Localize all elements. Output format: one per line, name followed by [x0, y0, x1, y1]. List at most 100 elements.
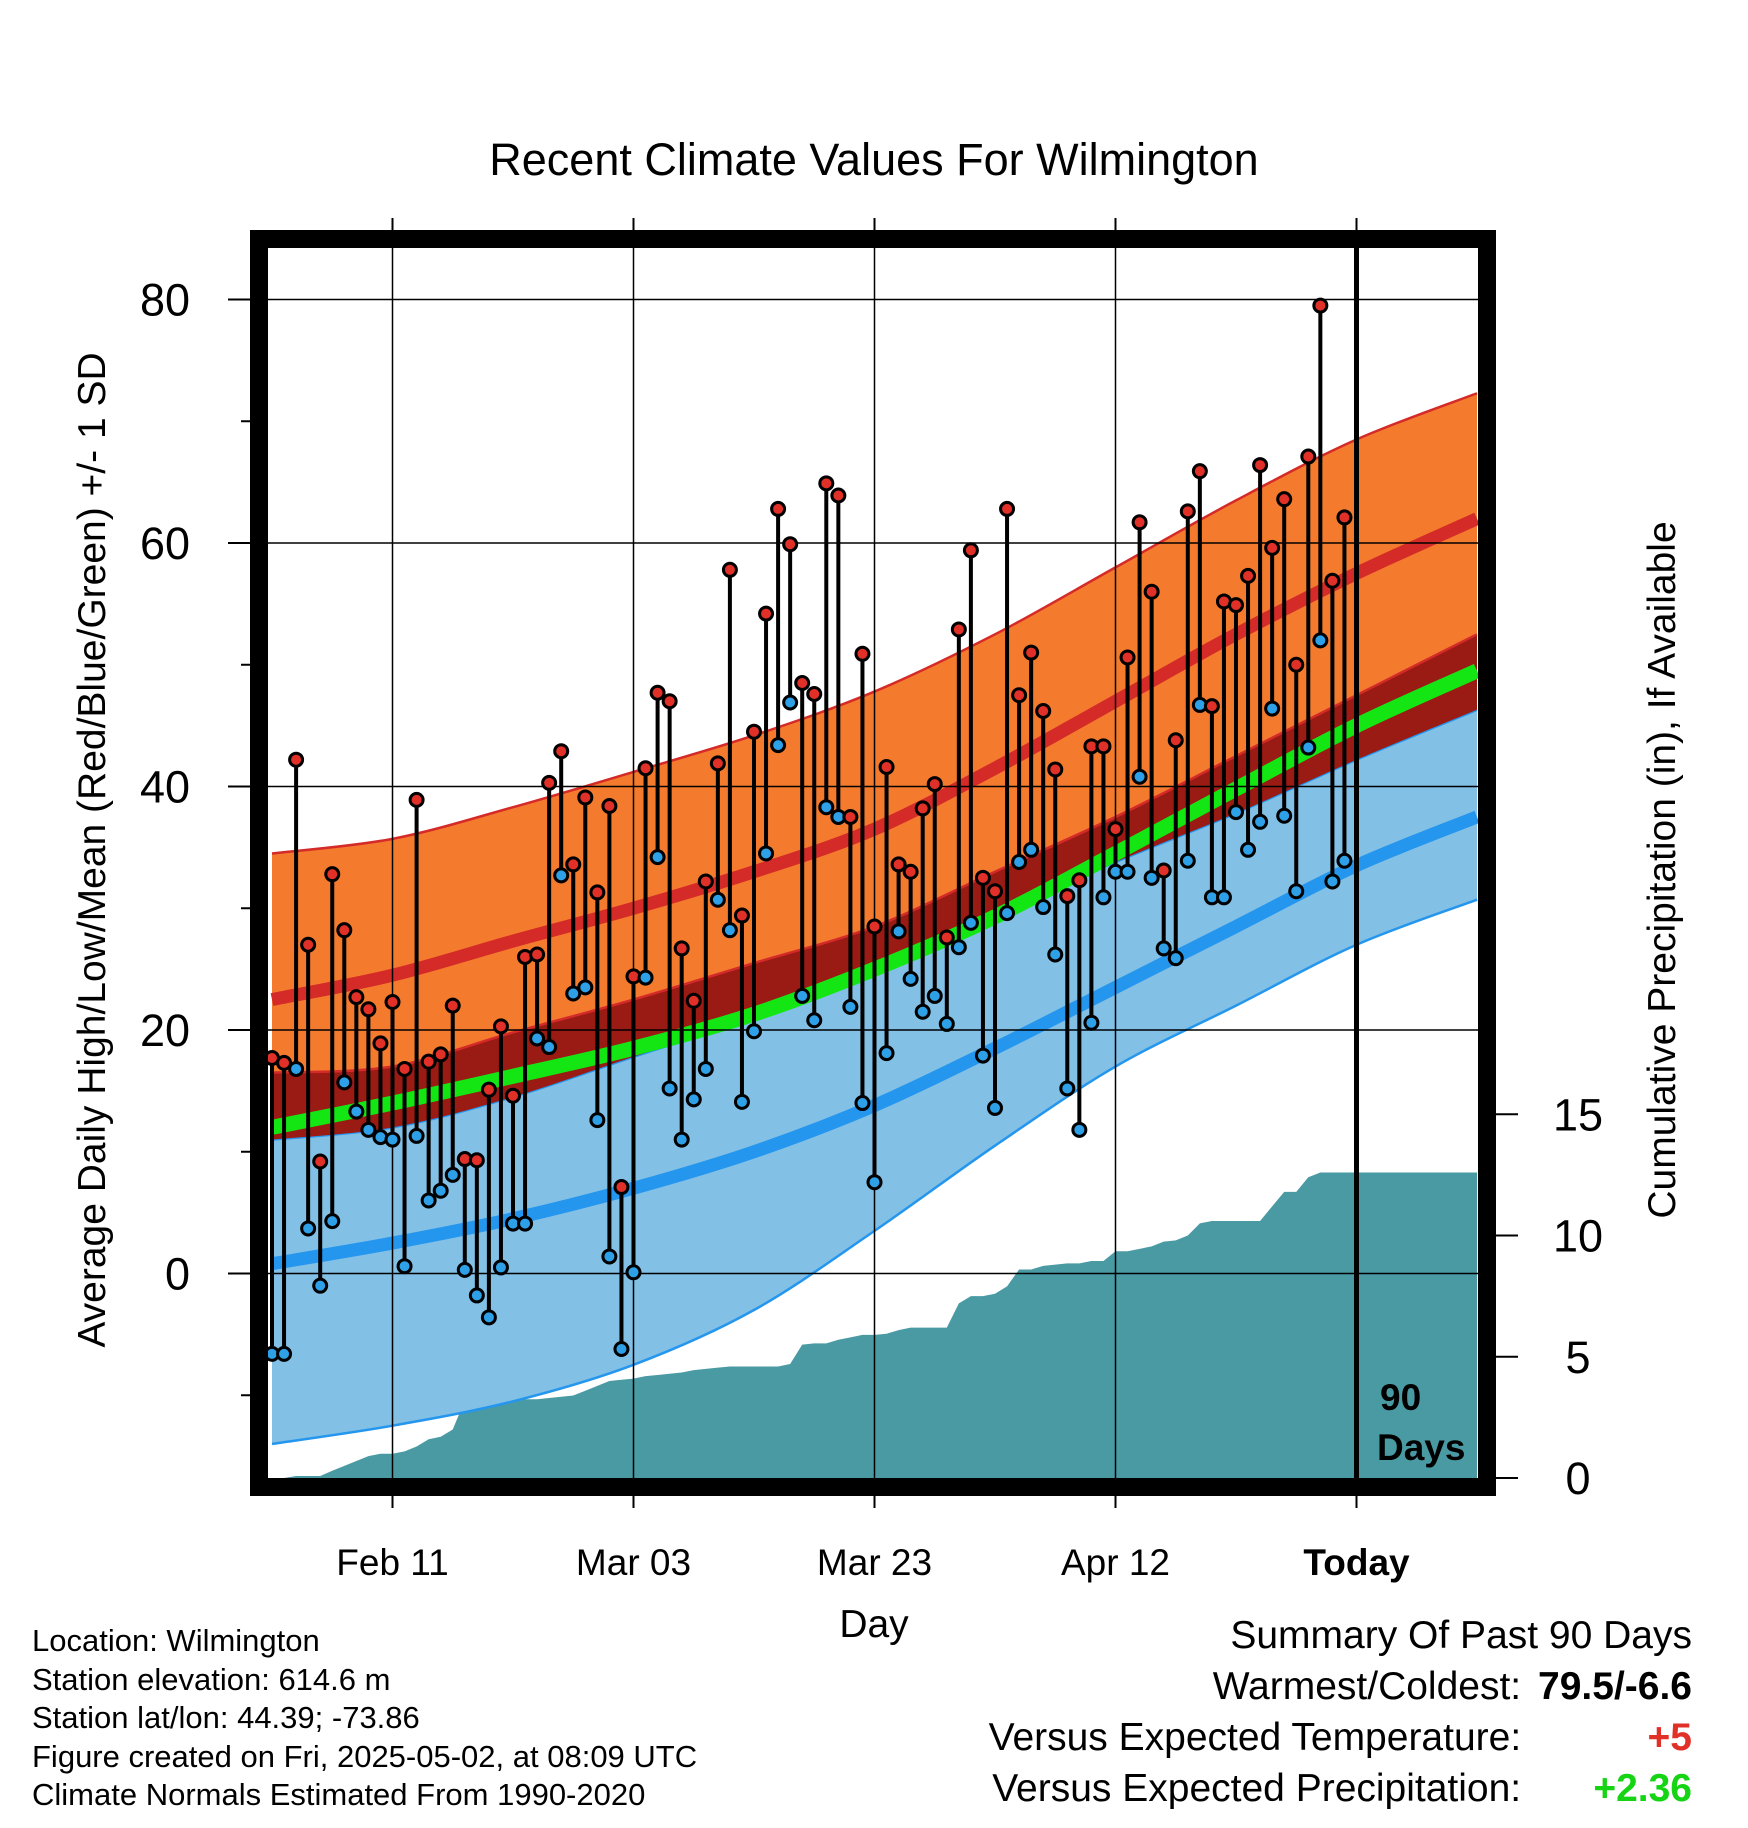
precip-area	[272, 1172, 1477, 1478]
y-tick-label-20: 20	[140, 1005, 190, 1056]
daily-low-point-17	[456, 1261, 473, 1278]
daily-high-point-4	[300, 936, 317, 953]
daily-high-point-85	[1276, 491, 1293, 508]
y-tick-label-80: 80	[140, 275, 190, 326]
daily-high-point-36	[685, 992, 702, 1009]
daily-high-point-56	[926, 776, 943, 793]
daily-low-point-53	[890, 923, 907, 940]
daily-high-point-12	[396, 1060, 413, 1077]
daily-high-point-3	[288, 751, 305, 768]
daily-high-point-19	[480, 1081, 497, 1098]
daily-high-point-77	[1179, 503, 1196, 520]
daily-high-point-74	[1143, 583, 1160, 600]
daily-low-point-87	[1300, 739, 1317, 756]
daily-low-point-43	[770, 737, 787, 754]
daily-low-point-38	[709, 891, 726, 908]
daily-low-point-8	[348, 1103, 365, 1120]
daily-high-point-30	[613, 1179, 630, 1196]
summary-precip-row: Versus Expected Precipitation: +2.36	[989, 1763, 1692, 1814]
daily-low-point-49	[842, 998, 859, 1015]
daily-low-point-67	[1059, 1080, 1076, 1097]
daily-low-point-23	[529, 1030, 546, 1047]
daily-low-point-4	[300, 1220, 317, 1237]
daily-high-point-90	[1336, 509, 1353, 526]
daily-high-point-13	[408, 791, 425, 808]
daily-high-point-63	[1011, 687, 1028, 704]
daily-low-point-58	[950, 939, 967, 956]
daily-high-point-71	[1107, 821, 1124, 838]
daily-low-point-83	[1252, 813, 1269, 830]
daily-high-point-73	[1131, 514, 1148, 531]
y-axis-label: Average Daily High/Low/Mean (Red/Blue/Gr…	[71, 352, 114, 1347]
daily-high-point-42	[758, 605, 775, 622]
daily-high-point-89	[1324, 572, 1341, 589]
daily-high-point-32	[637, 760, 654, 777]
station-info: Location: Wilmington Station elevation: …	[32, 1622, 697, 1815]
daily-high-point-7	[336, 922, 353, 939]
daily-low-point-30	[613, 1340, 630, 1357]
x-tick-label-51: Mar 23	[817, 1542, 932, 1583]
daily-low-point-24	[541, 1039, 558, 1056]
summary-temp-value: +5	[1647, 1716, 1692, 1759]
daily-high-point-72	[1119, 649, 1136, 666]
y-tick-label-0: 0	[165, 1249, 190, 1300]
daily-high-point-64	[1023, 644, 1040, 661]
daily-high-point-51	[866, 918, 883, 935]
daily-low-point-7	[336, 1074, 353, 1091]
daily-high-point-75	[1155, 862, 1172, 879]
daily-high-point-27	[577, 789, 594, 806]
y2-axis-label: Cumulative Precipitation (in), If Availa…	[1641, 521, 1684, 1218]
daily-high-point-83	[1252, 457, 1269, 474]
daily-low-point-74	[1143, 869, 1160, 886]
daily-low-point-20	[492, 1259, 509, 1276]
daily-high-point-55	[914, 800, 931, 817]
daily-high-point-14	[420, 1053, 437, 1070]
daily-high-point-34	[661, 693, 678, 710]
daily-high-point-23	[529, 946, 546, 963]
daily-high-point-68	[1071, 872, 1088, 889]
daily-low-point-3	[288, 1060, 305, 1077]
daily-high-point-20	[492, 1018, 509, 1035]
daily-low-point-80	[1215, 889, 1232, 906]
daily-high-point-62	[999, 500, 1016, 517]
daily-low-point-51	[866, 1174, 883, 1191]
daily-high-point-38	[709, 755, 726, 772]
daily-low-point-13	[408, 1127, 425, 1144]
daily-low-point-26	[565, 985, 582, 1002]
daily-high-point-81	[1228, 597, 1244, 614]
daily-low-point-40	[733, 1093, 750, 1110]
x-tick-label-11: Feb 11	[336, 1542, 448, 1583]
daily-low-point-18	[468, 1287, 485, 1304]
daily-low-point-45	[794, 987, 811, 1004]
daily-high-point-86	[1288, 656, 1305, 673]
summary-panel: Summary Of Past 90 Days Warmest/Coldest:…	[989, 1610, 1692, 1814]
daily-low-point-34	[661, 1080, 678, 1097]
daily-high-point-54	[902, 863, 919, 880]
daily-high-point-21	[505, 1087, 521, 1104]
daily-low-point-35	[673, 1131, 690, 1148]
daily-low-point-89	[1324, 873, 1341, 890]
daily-high-point-39	[721, 561, 738, 578]
daily-high-point-29	[601, 797, 618, 814]
daily-high-point-52	[878, 759, 895, 776]
daily-high-point-67	[1059, 888, 1076, 905]
info-latlon: Station lat/lon: 44.39; -73.86	[32, 1700, 420, 1735]
today-marker-days-word: Days	[1377, 1427, 1465, 1468]
daily-low-point-55	[914, 1003, 931, 1020]
daily-low-point-68	[1071, 1121, 1088, 1138]
daily-low-point-64	[1023, 841, 1040, 858]
daily-low-point-88	[1312, 632, 1329, 649]
daily-high-point-2	[276, 1054, 293, 1071]
daily-low-point-44	[782, 694, 799, 711]
summary-precip-label: Versus Expected Precipitation:	[992, 1767, 1522, 1810]
daily-low-point-86	[1288, 883, 1305, 900]
summary-warmest-value: 79.5/-6.6	[1538, 1665, 1692, 1708]
daily-low-point-9	[360, 1121, 377, 1138]
daily-low-point-77	[1179, 852, 1196, 869]
summary-precip-value: +2.36	[1593, 1767, 1692, 1810]
chart-title: Recent Climate Values For Wilmington	[489, 134, 1258, 185]
daily-high-point-82	[1240, 567, 1257, 584]
daily-high-point-10	[372, 1035, 389, 1052]
daily-low-point-56	[926, 987, 943, 1004]
daily-low-point-37	[697, 1060, 714, 1077]
